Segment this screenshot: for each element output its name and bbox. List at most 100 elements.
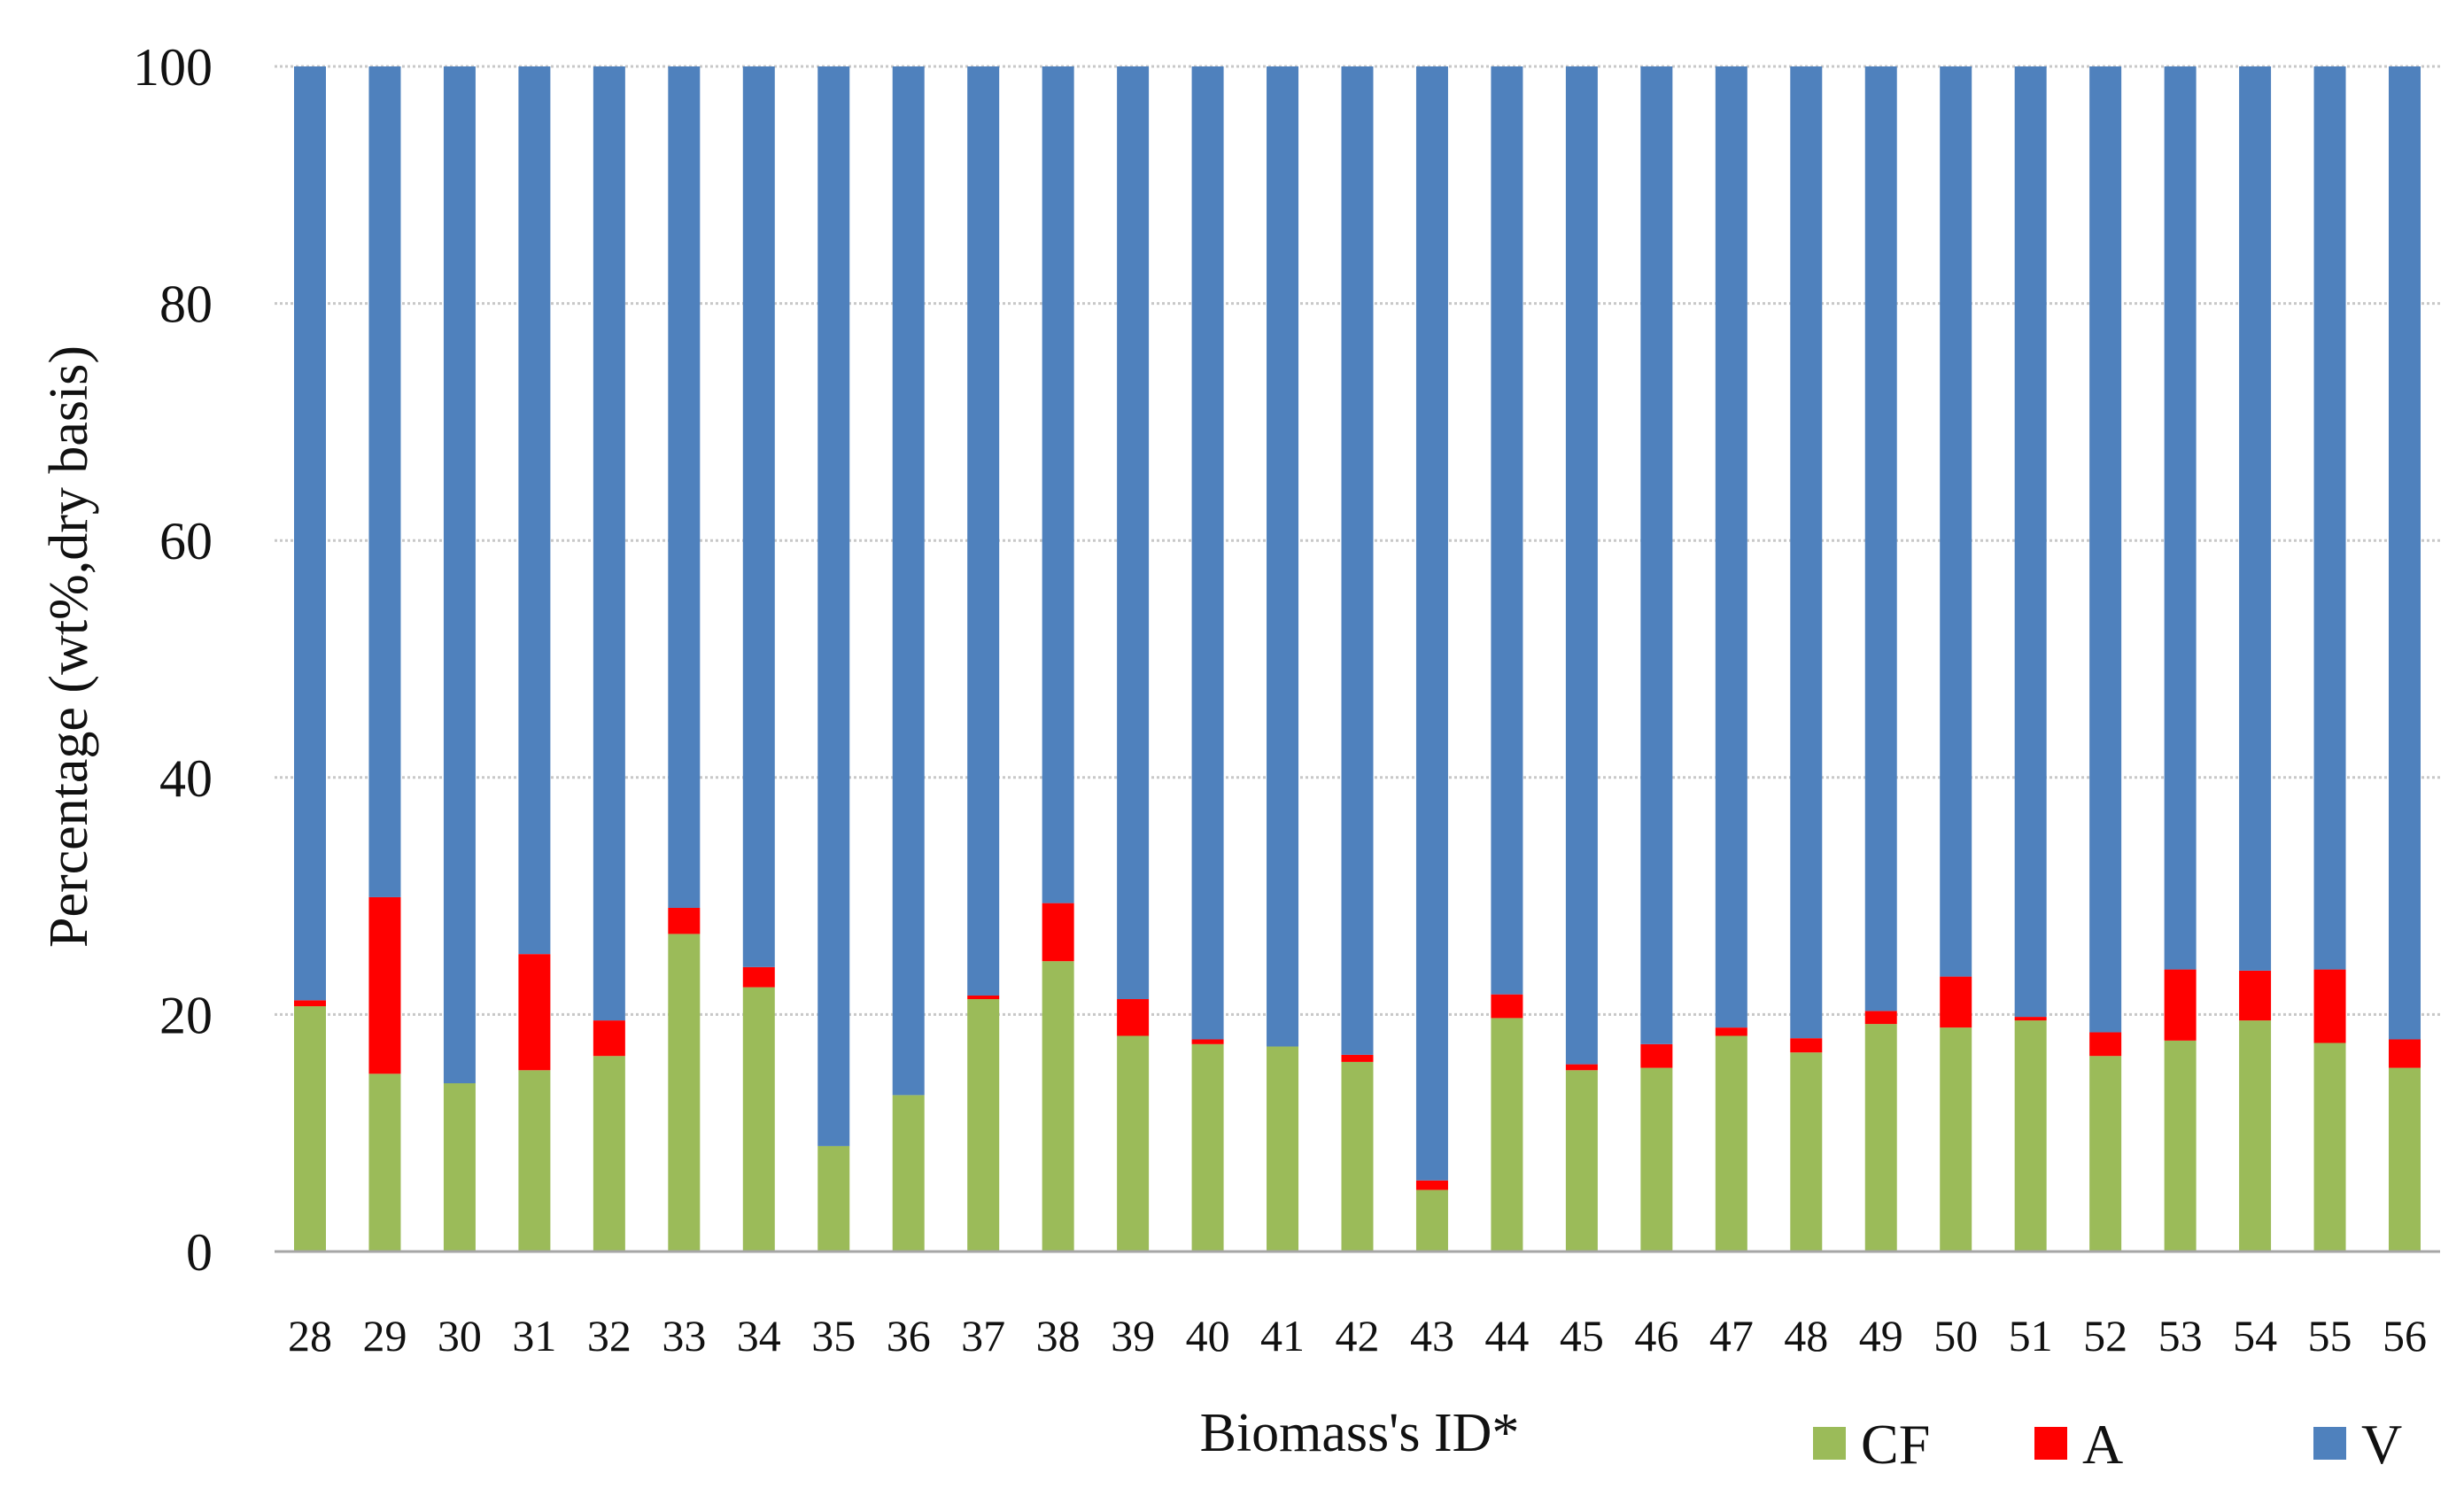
bar-V-41 <box>1267 66 1299 1047</box>
legend-swatch-CF <box>1813 1427 1846 1460</box>
bar-A-48 <box>1790 1038 1823 1053</box>
y-tick-label-100: 100 <box>133 38 213 97</box>
bar-A-37 <box>967 995 1000 1000</box>
bar-V-31 <box>518 66 551 955</box>
bar-CF-55 <box>2313 1043 2346 1252</box>
bar-group-40 <box>1191 66 1224 1252</box>
bar-group-41 <box>1267 66 1299 1252</box>
bar-V-28 <box>294 66 326 1001</box>
legend-swatch-V <box>2313 1427 2346 1460</box>
bar-V-42 <box>1341 66 1374 1055</box>
x-tick-label-45: 45 <box>1560 1311 1604 1360</box>
bar-V-49 <box>1864 66 1897 1012</box>
bar-V-35 <box>817 66 850 1146</box>
bar-V-34 <box>742 66 775 967</box>
bar-group-48 <box>1790 66 1823 1252</box>
bar-group-51 <box>2014 66 2047 1252</box>
x-tick-label-32: 32 <box>587 1311 631 1360</box>
bar-V-33 <box>668 66 701 908</box>
x-tick-label-51: 51 <box>2009 1311 2053 1360</box>
bar-CF-48 <box>1790 1052 1823 1252</box>
bar-V-55 <box>2313 66 2346 970</box>
bar-V-52 <box>2089 66 2122 1033</box>
bar-V-50 <box>1940 66 1972 977</box>
bar-V-40 <box>1191 66 1224 1040</box>
bar-CF-40 <box>1191 1043 1224 1252</box>
y-tick-labels: 0 20 40 60 80 100 <box>133 38 213 1282</box>
x-tick-label-52: 52 <box>2083 1311 2127 1360</box>
bar-A-28 <box>294 1000 326 1007</box>
bar-group-34 <box>742 66 775 1252</box>
bar-A-39 <box>1117 999 1150 1036</box>
bar-A-42 <box>1341 1054 1374 1062</box>
bar-A-40 <box>1191 1039 1224 1044</box>
bar-group-35 <box>817 66 850 1252</box>
bar-V-38 <box>1042 66 1074 903</box>
bar-V-56 <box>2389 66 2421 1040</box>
legend-swatch-A <box>2034 1427 2067 1460</box>
x-tick-label-44: 44 <box>1484 1311 1529 1360</box>
bar-CF-44 <box>1491 1018 1523 1252</box>
x-tick-label-30: 30 <box>438 1311 482 1360</box>
bar-CF-56 <box>2389 1067 2421 1252</box>
x-tick-label-46: 46 <box>1634 1311 1678 1360</box>
bar-group-30 <box>443 66 476 1252</box>
bar-V-48 <box>1790 66 1823 1039</box>
x-tick-label-53: 53 <box>2158 1311 2203 1360</box>
bar-group-28 <box>294 66 326 1252</box>
bar-V-44 <box>1491 66 1523 995</box>
bar-CF-47 <box>1715 1035 1747 1252</box>
bar-A-46 <box>1640 1043 1673 1068</box>
bar-group-55 <box>2313 66 2346 1252</box>
bar-V-37 <box>967 66 1000 996</box>
bar-group-43 <box>1415 66 1448 1252</box>
bar-V-51 <box>2014 66 2047 1018</box>
bar-group-29 <box>368 66 401 1252</box>
bar-A-50 <box>1940 976 1972 1028</box>
bar-A-51 <box>2014 1017 2047 1021</box>
bar-CF-45 <box>1565 1070 1598 1252</box>
bar-group-38 <box>1042 66 1074 1252</box>
bar-CF-53 <box>2164 1040 2197 1252</box>
bar-A-43 <box>1415 1180 1448 1190</box>
bar-CF-29 <box>368 1074 401 1252</box>
x-tick-label-54: 54 <box>2233 1311 2277 1360</box>
bar-CF-43 <box>1415 1190 1448 1252</box>
bar-group-39 <box>1117 66 1150 1252</box>
bar-V-36 <box>892 66 925 1096</box>
bar-A-56 <box>2389 1039 2421 1068</box>
bar-V-46 <box>1640 66 1673 1044</box>
x-tick-label-49: 49 <box>1859 1311 1903 1360</box>
bar-group-54 <box>2239 66 2272 1252</box>
bar-CF-35 <box>817 1145 850 1252</box>
bar-group-37 <box>967 66 1000 1252</box>
bar-CF-46 <box>1640 1067 1673 1252</box>
bar-CF-28 <box>294 1006 326 1252</box>
bars <box>294 66 2421 1252</box>
legend-label-V: V <box>2361 1413 2402 1476</box>
x-tick-label-50: 50 <box>1933 1311 1978 1360</box>
bar-V-30 <box>443 66 476 1084</box>
bar-A-49 <box>1864 1011 1897 1025</box>
bar-V-47 <box>1715 66 1747 1028</box>
bar-A-34 <box>742 966 775 988</box>
bar-V-29 <box>368 66 401 897</box>
x-tick-label-47: 47 <box>1709 1311 1754 1360</box>
bar-group-56 <box>2389 66 2421 1252</box>
bar-CF-51 <box>2014 1020 2047 1252</box>
bar-CF-36 <box>892 1095 925 1252</box>
bar-group-44 <box>1491 66 1523 1252</box>
bar-group-45 <box>1565 66 1598 1252</box>
x-tick-labels: 28 29 30 31 32 33 34 35 36 37 38 39 40 41 42 43 44 45 46 47… <box>288 1311 2427 1360</box>
bar-CF-38 <box>1042 961 1074 1252</box>
bar-CF-54 <box>2239 1020 2272 1252</box>
x-tick-label-55: 55 <box>2308 1311 2352 1360</box>
bar-A-52 <box>2089 1032 2122 1057</box>
bar-A-55 <box>2313 969 2346 1043</box>
bar-CF-41 <box>1267 1046 1299 1252</box>
bar-A-31 <box>518 954 551 1071</box>
x-tick-label-31: 31 <box>512 1311 556 1360</box>
x-tick-label-39: 39 <box>1111 1311 1155 1360</box>
x-tick-label-28: 28 <box>288 1311 332 1360</box>
bar-V-53 <box>2164 66 2197 970</box>
